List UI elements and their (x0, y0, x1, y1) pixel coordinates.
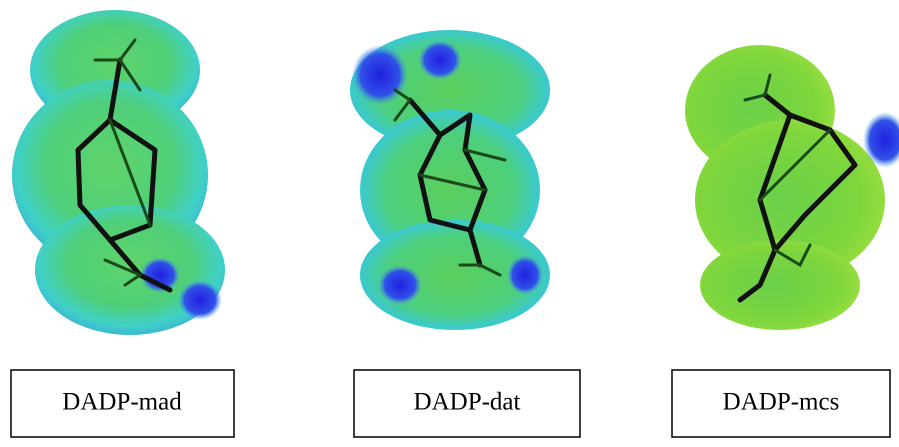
panel-label: DADP-mad (62, 389, 182, 416)
panel-label: DADP-dat (414, 389, 521, 416)
figure: DADP-mad DADP-dat DADP-mcs (0, 0, 899, 447)
panel-label: DADP-mcs (723, 389, 840, 416)
molecule-surface (12, 10, 225, 335)
molecule-surface (685, 45, 899, 330)
molecule-surface (350, 30, 550, 330)
